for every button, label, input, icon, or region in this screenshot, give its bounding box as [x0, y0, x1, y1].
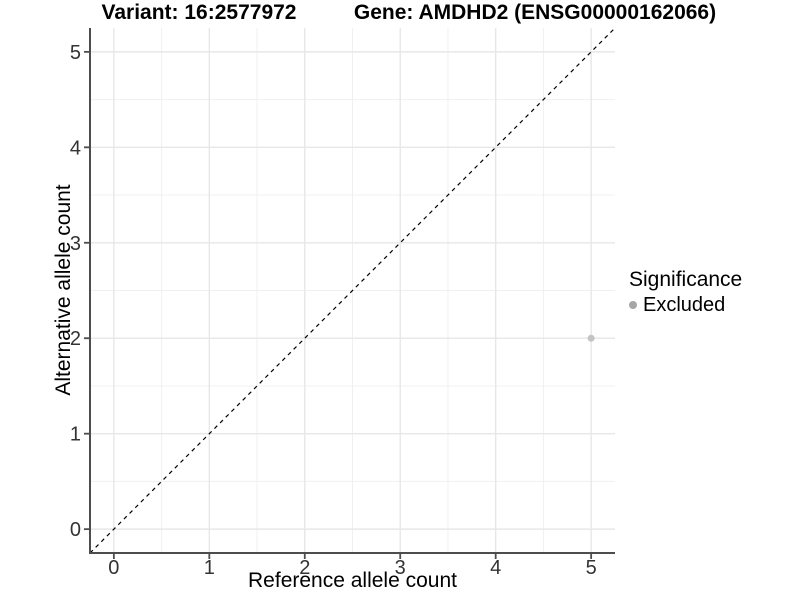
legend-item-label: Excluded: [643, 294, 726, 316]
plot-title-gene: Gene: AMDHD2 (ENSG00000162066): [353, 1, 717, 24]
x-tick-label: 5: [586, 557, 597, 579]
y-axis-title: Alternative allele count: [52, 184, 75, 396]
x-tick-label: 3: [395, 557, 406, 579]
x-tick-label: 1: [204, 557, 215, 579]
legend-key-dot: [629, 301, 637, 309]
y-tick-label: 0: [70, 519, 81, 541]
y-tick-label: 5: [70, 42, 81, 64]
x-tick-label: 4: [490, 557, 501, 579]
legend-title: Significance: [629, 268, 743, 291]
y-tick-label: 4: [70, 137, 81, 159]
y-tick-label: 2: [70, 328, 81, 350]
x-tick-label: 0: [108, 557, 119, 579]
x-axis-title: Reference allele count: [248, 569, 457, 592]
legend: Significance Excluded: [629, 268, 742, 316]
y-tick-label: 1: [70, 424, 81, 446]
y-tick-label: 3: [70, 233, 81, 255]
data-point: [587, 334, 595, 342]
identity-reference-line: [89, 27, 616, 554]
plot-title-variant: Variant: 16:2577972: [101, 1, 297, 24]
legend-item-excluded: Excluded: [629, 294, 742, 316]
x-tick-label: 2: [299, 557, 310, 579]
